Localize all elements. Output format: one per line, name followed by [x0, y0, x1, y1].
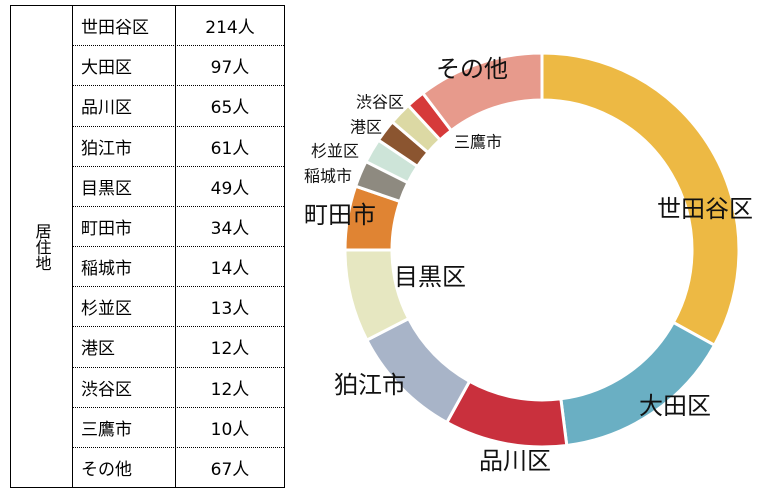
donut-segment [363, 138, 420, 185]
table-cell: 目黒区 [73, 166, 176, 206]
donut-segment [364, 316, 472, 425]
table-cell: その他 [73, 447, 176, 488]
table-row: 町田市 34人 [73, 206, 284, 248]
table-cell: 12人 [210, 379, 250, 400]
table-row: 目黒区 49人 [73, 166, 284, 207]
segment-label: 世田谷区 [657, 195, 753, 223]
table-cell: 61人 [210, 138, 250, 159]
segment-label: 稲城市 [304, 167, 352, 186]
table-row: 大田区 97人 [73, 46, 284, 87]
table-cell: 65人 [210, 98, 250, 119]
table-row: 狛江市 61人 [73, 126, 284, 167]
segment-label: 杉並区 [311, 142, 359, 161]
table-cell: 67人 [210, 459, 250, 480]
table-cell: 214人 [205, 18, 255, 39]
table-row: 港区 12人 [73, 327, 284, 368]
donut-segment [353, 159, 410, 204]
donut-segment [406, 91, 454, 143]
segment-label: 町田市 [304, 201, 376, 229]
table: 居住地 世田谷区 214人大田区 97人品川区 65人狛江市 61人目黒区 49人町田市 3… [10, 5, 285, 488]
table-header: 居住地 [32, 222, 52, 271]
table-cell: 世田谷区 [73, 6, 176, 46]
segment-label: 目黒区 [394, 263, 466, 291]
donut-segment [390, 103, 443, 155]
segment-label: 品川区 [479, 447, 551, 475]
table-header-cell: 居住地 [11, 6, 73, 487]
table-cell: 13人 [210, 299, 250, 320]
table-cell: 町田市 [73, 206, 176, 247]
table-cell: 稲城市 [73, 247, 176, 287]
table-cell: 49人 [210, 178, 250, 199]
segment-label: その他 [436, 55, 508, 83]
segment-label: 三鷹市 [454, 133, 502, 152]
table-cell: 狛江市 [73, 126, 176, 166]
table-cell: 97人 [210, 58, 250, 79]
table-cell: 10人 [210, 419, 250, 440]
table-cell: 品川区 [73, 86, 176, 126]
donut-segment [420, 51, 544, 133]
table-cell: 34人 [210, 218, 250, 239]
table-row: 杉並区 13人 [73, 287, 284, 328]
table-row: その他 67人 [73, 447, 284, 488]
table-cell: 大田区 [73, 46, 176, 86]
donut-segment [376, 119, 431, 169]
segment-label: 港区 [350, 118, 382, 137]
segment-label: 狛江市 [334, 371, 406, 399]
segment-label: 渋谷区 [356, 93, 404, 112]
table-row: 渋谷区 12人 [73, 367, 284, 408]
table-cell: 三鷹市 [73, 407, 176, 447]
table-body: 世田谷区 214人大田区 97人品川区 65人狛江市 61人目黒区 49人町田市 34人稲城… [73, 6, 284, 488]
table-row: 品川区 65人 [73, 86, 284, 127]
table-cell: 杉並区 [73, 287, 176, 327]
donut-segment [343, 184, 402, 252]
segment-label: 大田区 [639, 392, 711, 420]
donut-segment [343, 248, 411, 343]
table-cell: 港区 [73, 327, 176, 367]
donut-segment [540, 51, 741, 348]
table-row: 稲城市 14人 [73, 247, 284, 288]
table-cell: 14人 [210, 259, 250, 280]
table-row: 世田谷区 214人 [73, 6, 284, 47]
donut-segment [444, 379, 569, 449]
table-cell: 12人 [210, 339, 250, 360]
table-cell: 渋谷区 [73, 367, 176, 407]
table-row: 三鷹市 10人 [73, 407, 284, 448]
donut-segment [559, 320, 717, 448]
